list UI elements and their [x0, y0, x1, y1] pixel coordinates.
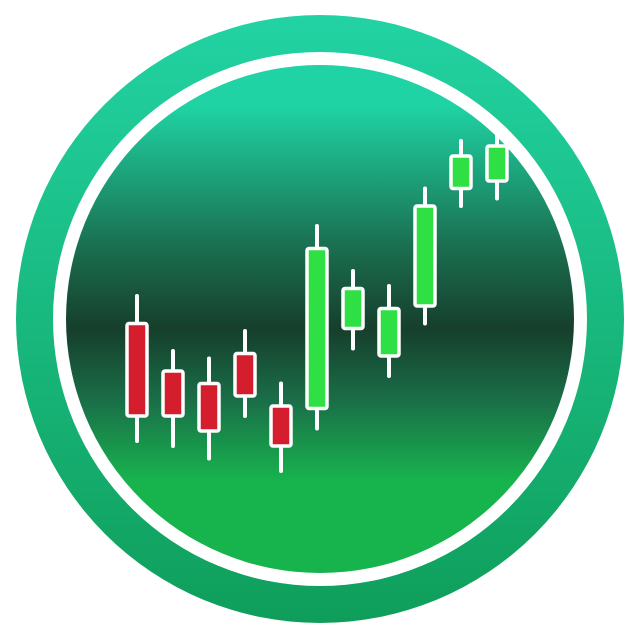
- candle-body-5: [269, 404, 293, 448]
- candle-body-1: [125, 321, 149, 418]
- candle-body-11: [485, 144, 509, 183]
- candle-body-7: [341, 286, 365, 331]
- candle-body-10: [449, 154, 473, 191]
- candle-body-4: [233, 351, 257, 398]
- candle-body-2: [161, 369, 185, 418]
- candlesticks-group: [125, 124, 509, 473]
- candle-body-3: [197, 381, 221, 433]
- candle-body-9: [413, 204, 437, 308]
- candle-body-8: [377, 306, 401, 358]
- candle-body-6: [305, 246, 329, 411]
